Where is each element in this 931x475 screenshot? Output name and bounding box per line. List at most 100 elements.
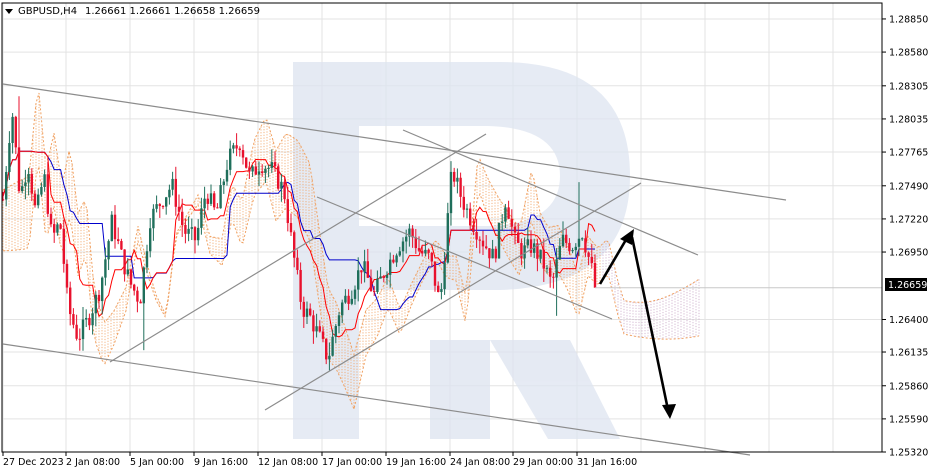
candle-body: [337, 315, 341, 327]
symbol-label: GBPUSD,H4: [18, 6, 77, 17]
candle-body: [21, 186, 24, 191]
candle-body: [75, 324, 78, 339]
candle-body: [104, 259, 107, 278]
candle-body: [334, 326, 337, 337]
candle-body: [539, 249, 542, 259]
candle-body: [197, 227, 200, 241]
candle-body: [344, 295, 347, 303]
candle-body: [117, 239, 120, 242]
candle-body: [238, 148, 241, 151]
candle-body: [209, 193, 213, 204]
candle-body: [270, 162, 273, 168]
candle-body: [369, 277, 373, 292]
candle-body: [481, 240, 485, 247]
candle-body: [219, 185, 222, 209]
candle-body: [235, 145, 238, 149]
candle-body: [46, 174, 49, 214]
x-tick-label: 5 Jan 00:00: [130, 457, 184, 468]
candle-body: [30, 173, 33, 194]
candle-body: [347, 295, 350, 304]
candle-body: [475, 231, 478, 240]
candle-body: [405, 236, 408, 242]
candle-body: [129, 269, 133, 285]
candle-body: [491, 248, 494, 259]
y-tick-label: 1.25860: [889, 381, 928, 392]
y-tick-label: 1.26135: [889, 348, 928, 359]
candle-body: [101, 277, 104, 302]
candle-body: [427, 249, 430, 253]
candle-body: [200, 208, 203, 228]
y-tick-label: 1.27490: [889, 181, 928, 192]
candle-body: [350, 298, 353, 304]
trendline-lower-channel: [2, 343, 751, 456]
dropdown-triangle-icon[interactable]: [5, 9, 13, 14]
candle-body: [536, 243, 539, 259]
candle-body: [421, 250, 424, 254]
trendline-falling-upper: [402, 129, 699, 256]
candle-body: [558, 246, 561, 260]
candle-body: [248, 167, 251, 172]
candle-body: [379, 276, 382, 279]
candle-body: [577, 238, 581, 247]
candle-body: [331, 336, 334, 356]
candle-body: [161, 206, 165, 208]
candle-body: [437, 285, 440, 292]
candle-body: [440, 289, 443, 292]
candle-body: [133, 284, 136, 291]
forecast-arrowhead-down: [662, 404, 676, 419]
candle-body: [145, 251, 149, 268]
x-tick-label: 9 Jan 16:00: [194, 457, 248, 468]
candle-body: [120, 241, 123, 250]
candle-body: [504, 207, 507, 222]
candle-body: [72, 314, 75, 325]
candle-body: [152, 208, 155, 229]
x-tick-label: 17 Jan 00:00: [322, 457, 382, 468]
candle-body: [264, 168, 267, 174]
frame-layer: 1.28850 1.28580 1.28305 1.28035 1.27765 1.274…: [1, 2, 928, 468]
candle-body: [277, 166, 280, 189]
candle-body: [318, 326, 321, 332]
logo-watermark: [293, 62, 630, 439]
candle-body: [357, 270, 360, 290]
candle-body: [283, 181, 286, 200]
candle-body: [507, 207, 510, 219]
y-tick-label: 1.28580: [889, 48, 928, 59]
trendline-upper-channel: [2, 83, 787, 201]
forecast-arrow-down: [630, 236, 669, 406]
last-price-badge: 1.26659: [885, 278, 927, 291]
candle-body: [53, 224, 56, 233]
y-tick-label: 1.27765: [889, 148, 928, 159]
candle-body: [280, 181, 283, 189]
candle-body: [309, 308, 312, 316]
y-tick-label: 1.25320: [889, 448, 928, 459]
candle-body: [254, 166, 257, 175]
candle-body: [241, 150, 245, 158]
candle-body: [449, 171, 453, 214]
candle-body: [574, 246, 577, 251]
candle-body: [232, 145, 235, 149]
candle-body: [465, 208, 469, 210]
x-tick-label: 2 Jan 08:00: [66, 457, 120, 468]
candle-body: [65, 263, 69, 288]
candle-body: [517, 232, 520, 243]
candle-body: [37, 194, 40, 206]
candle-body: [24, 182, 27, 187]
candle-body: [171, 178, 174, 190]
candle-body: [414, 237, 417, 249]
candle-body: [529, 239, 533, 253]
candle-body: [113, 214, 117, 240]
candle-body: [453, 171, 456, 182]
x-tick-label: 27 Dec 2023: [3, 457, 64, 468]
candle-body: [49, 213, 53, 225]
candle-body: [315, 326, 318, 332]
candle-body: [446, 213, 449, 263]
candle-body: [62, 228, 65, 264]
candle-body: [91, 313, 94, 326]
candle-body: [8, 143, 11, 173]
candle-body: [97, 294, 101, 302]
trendline-falling-lower: [316, 196, 613, 320]
candle-body: [462, 196, 465, 210]
candle-body: [181, 211, 184, 226]
candle-body: [229, 148, 232, 170]
